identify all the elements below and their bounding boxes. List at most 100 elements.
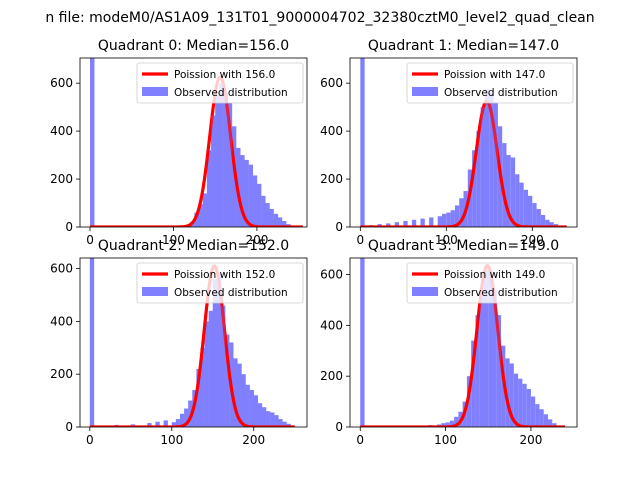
quadrant-0-hist-bar (261, 195, 266, 227)
quadrant-1-ytick-label: 600 (320, 76, 343, 90)
quadrant-1-panel: 0 100 200 0 200 400 600 Quadrant 1: Median=147.… (320, 38, 578, 247)
quadrant-3-hist-bar (454, 416, 459, 427)
quadrant-0-hist-bar (194, 212, 199, 227)
quadrant-1-legend-observed-label: Observed distribution (444, 87, 558, 99)
quadrant-1-legend-poisson-label: Poission with 147.0 (444, 69, 545, 81)
quadrant-1-hist-bar (489, 92, 494, 227)
quadrant-3-hist-bar (513, 373, 519, 427)
quadrant-2-hist-bar (225, 334, 230, 427)
quadrant-3-hist-bar (530, 396, 536, 427)
quadrant-3-hist-bar (518, 378, 523, 427)
quadrant-0-hist-bar (256, 183, 262, 227)
quadrant-1-hist-bar (394, 222, 400, 227)
quadrant-2-axes-frame (79, 257, 308, 428)
quadrant-2-hist-bar (270, 412, 275, 427)
quadrant-2-hist-bar (274, 415, 279, 427)
quadrant-3-hist-overlay-bar (483, 269, 489, 427)
quadrant-1-legend-box (406, 62, 574, 104)
quadrant-1-legend-observed-swatch (412, 87, 438, 96)
quadrant-2-hist-bar (237, 363, 242, 427)
quadrant-1-hist-bar (510, 157, 516, 227)
quadrant-1-xtick-label: 200 (521, 233, 544, 247)
quadrant-0-hist-bar (219, 83, 224, 227)
quadrant-2-hist-bar (257, 403, 263, 427)
quadrant-2-title: Quadrant 2: Median=152.0 (98, 238, 289, 254)
quadrant-2-ytick-label: 600 (50, 262, 73, 276)
quadrant-0-ytick-label: 200 (50, 172, 73, 186)
quadrant-0-legend-poisson-label: Poission with 156.0 (174, 69, 275, 81)
quadrant-2-hist-bar (266, 411, 271, 427)
quadrant-1-hist-bar (450, 210, 455, 227)
quadrant-0-legend-box (136, 62, 304, 104)
quadrant-1-hist-bar (527, 195, 533, 227)
quadrant-2-hist-bar (216, 273, 222, 427)
quadrant-0-hist-bar (215, 95, 220, 227)
quadrant-1-hist-bar (442, 213, 447, 227)
quadrant-1-hist-bar (545, 219, 550, 227)
quadrant-1-hist-bar (480, 107, 485, 227)
quadrant-0-hist-bar (206, 150, 212, 227)
quadrant-0-hist-bar (244, 159, 249, 227)
quadrant-1-hist-bar (536, 209, 541, 227)
quadrant-0-hist-bar (277, 217, 283, 227)
quadrant-2-legend-poisson-label: Poission with 152.0 (174, 269, 275, 281)
quadrant-3-hist-bar (539, 409, 544, 427)
quadrant-2-hist-bar (208, 310, 214, 427)
quadrant-3-hist-bar (505, 358, 510, 427)
quadrant-0-hist-bar (227, 102, 233, 227)
quadrant-3-xtick-label: 100 (434, 433, 457, 447)
quadrant-0-xtick-label: 0 (86, 233, 94, 247)
quadrant-0-hist-bar (273, 213, 279, 227)
quadrant-3-legend-observed-swatch (412, 287, 438, 296)
quadrant-2-xtick-label: 100 (160, 433, 183, 447)
quadrant-3-legend-poisson-label: Poission with 149.0 (444, 269, 545, 281)
quadrant-3-hist-bar (509, 363, 514, 427)
quadrant-3-ytick-label: 200 (320, 369, 343, 383)
quadrant-1-hist-bar (420, 218, 425, 227)
quadrant-3-hist-bar (535, 404, 540, 427)
quadrant-0-hist-bar (252, 175, 258, 227)
quadrant-0-hist-bar (269, 209, 274, 227)
quadrant-1-hist-bar (472, 150, 477, 227)
quadrant-3-xtick-label: 200 (519, 433, 542, 447)
quadrant-0-xtick-label: 200 (245, 233, 268, 247)
quadrant-2-hist-bar (253, 395, 259, 427)
quadrant-2-hist-bar (175, 419, 181, 427)
quadrant-1-hist-bar (515, 174, 520, 227)
quadrant-2-hist-bar (245, 384, 250, 427)
quadrant-2-hist-bar (249, 390, 254, 427)
quadrant-0-hist-bar (202, 193, 208, 227)
quadrant-1-hist-bar (360, 58, 365, 227)
quadrant-3-hist-overlay-bar (496, 315, 502, 427)
quadrant-2-hist-bar (212, 279, 218, 427)
quadrant-0-hist-overlay-bar (211, 115, 216, 227)
quadrant-0-hist-bar (265, 203, 270, 227)
quadrant-1-hist-bar (411, 219, 417, 227)
quadrant-1-hist-bar (540, 215, 546, 227)
quadrant-3-legend-observed-label: Observed distribution (444, 287, 558, 299)
quadrant-0-hist-bar (281, 221, 287, 227)
quadrant-2-ytick-label: 0 (65, 420, 73, 434)
quadrant-0-hist-bar (248, 164, 254, 227)
quadrant-3-hist-bar (475, 315, 480, 427)
quadrant-3-title: Quadrant 3: Median=149.0 (368, 238, 559, 254)
quadrant-2-hist-bar (196, 368, 201, 427)
quadrant-1-hist-bar (519, 182, 524, 227)
quadrant-2-xtick-label: 0 (86, 433, 94, 447)
quadrant-0-legend-observed-label: Observed distribution (174, 87, 288, 99)
quadrant-1-hist-bar (532, 203, 537, 227)
quadrant-0-panel: 0 100 200 0 200 400 600 Quadrant 0: Median=156.… (50, 38, 308, 247)
quadrant-3-hist-overlay-bar (492, 289, 497, 427)
quadrant-1-xtick-label: 0 (356, 233, 364, 247)
quadrant-2-hist-bar (261, 407, 267, 427)
quadrant-2-legend-box (136, 262, 304, 304)
quadrant-2-hist-bar (184, 408, 189, 427)
quadrant-3-ytick-label: 600 (320, 268, 343, 282)
quadrant-3-hist-bar (479, 294, 484, 427)
quadrant-2-hist-bar (241, 374, 246, 427)
quadrant-2-hist-bar (200, 347, 205, 427)
quadrant-0-ytick-label: 600 (50, 76, 73, 90)
quadrant-0-hist-overlay-bar (223, 92, 228, 227)
quadrant-0-hist-overlay-bar (215, 95, 220, 227)
